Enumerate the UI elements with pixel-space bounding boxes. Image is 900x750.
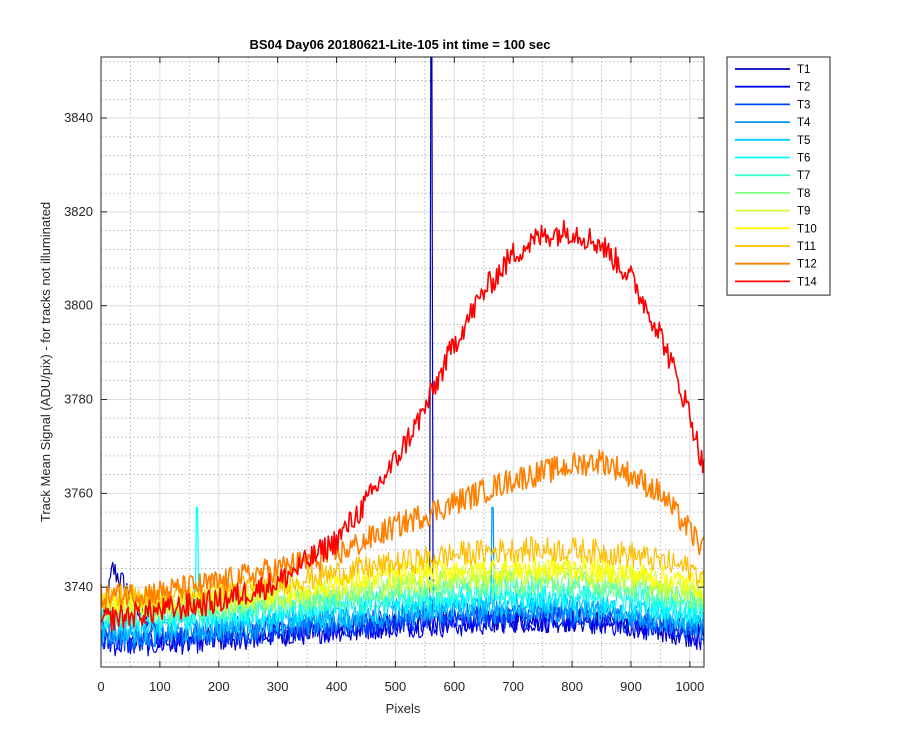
x-axis: 0 100 200 300 400 500 600 700 800 900 1000 [97,57,704,694]
legend-label: T5 [797,135,810,147]
legend-label: T11 [797,241,816,253]
y-tick-label: 3740 [64,579,93,594]
x-tick-label: 700 [502,679,524,694]
legend-label: T12 [797,259,817,271]
major-grid [100,57,704,667]
y-tick-label: 3800 [64,298,93,313]
x-tick-label: 0 [97,679,104,694]
legend-item: T12 [735,259,817,271]
x-tick-label: 200 [208,679,230,694]
x-tick-label: 100 [149,679,171,694]
series-layer [100,56,705,657]
series-line [100,536,705,610]
x-tick-label: 500 [385,679,407,694]
series-t11 [100,536,705,610]
series-t14 [100,219,705,632]
legend-item: T2 [735,82,810,94]
legend-item: T3 [735,99,810,111]
legend-label: T1 [797,64,810,76]
legend-label: T3 [797,99,810,111]
x-axis-label: Pixels [386,701,421,716]
plot-frame [100,56,705,668]
legend-item: T6 [735,153,810,165]
x-tick-label: 900 [620,679,642,694]
legend-item: T11 [735,241,816,253]
y-axis-label: Track Mean Signal (ADU/pix) - for tracks… [38,202,53,522]
legend-item: T14 [735,276,817,288]
legend-label: T4 [797,117,811,129]
y-tick-label: 3780 [64,392,93,407]
x-tick-label: 800 [561,679,583,694]
legend-item: T1 [735,64,810,76]
legend-label: T9 [797,206,810,218]
legend-item: T7 [735,170,810,182]
legend-label: T10 [797,223,817,235]
x-tick-label: 300 [267,679,289,694]
y-tick-label: 3840 [64,110,93,125]
legend-item: T10 [735,223,817,235]
legend-label: T8 [797,188,810,200]
legend-item: T5 [735,135,810,147]
chart-title: BS04 Day06 20180621-Lite-105 int time = … [250,37,551,52]
y-axis: 3740 3760 3780 3800 3820 3840 [64,110,704,594]
legend-label: T14 [797,276,817,288]
y-tick-label: 3760 [64,485,93,500]
y-tick-label: 3820 [64,204,93,219]
x-tick-label: 600 [443,679,465,694]
series-line [100,449,705,610]
legend: T1 T2 T3 T4 T5 T6 T7 T8 T9 T10 T11 T12 T14 [726,56,831,296]
legend-item: T4 [735,117,811,129]
legend-item: T9 [735,206,810,218]
x-tick-label: 400 [326,679,348,694]
legend-label: T7 [797,170,810,182]
series-line [100,219,705,632]
legend-label: T6 [797,153,810,165]
series-t12 [100,449,705,610]
legend-label: T2 [797,82,810,94]
legend-item: T8 [735,188,810,200]
x-tick-label: 1000 [675,679,704,694]
